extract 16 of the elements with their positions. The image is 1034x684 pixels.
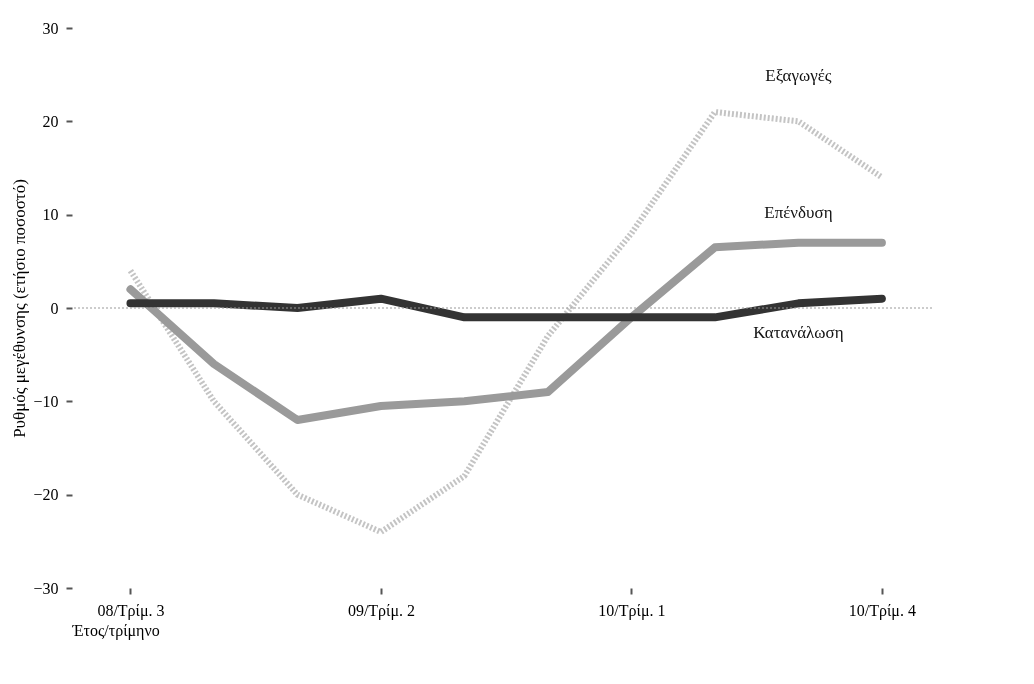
series-label: Εξαγωγές — [765, 66, 832, 86]
y-tick-label: −20 — [33, 486, 59, 504]
y-tick-label: −30 — [33, 579, 59, 597]
series-label: Κατανάλωση — [753, 323, 844, 343]
x-tick-label: 09/Τρίμ. 2 — [347, 601, 415, 620]
y-tick-label: 30 — [42, 19, 59, 37]
x-axis-title: Έτος/τρίμηνο — [71, 621, 160, 640]
x-tick-label: 10/Τρίμ. 4 — [848, 601, 916, 620]
y-tick-label: 0 — [50, 299, 59, 317]
y-tick-label: 20 — [42, 112, 59, 130]
x-tick-label: 08/Τρίμ. 3 — [97, 601, 165, 620]
y-tick-label: 10 — [42, 206, 59, 224]
y-axis-title: Ρυθμός μεγέθυνσης (ετήσιο ποσοστό) — [10, 179, 30, 438]
y-tick-label: −10 — [33, 392, 59, 410]
series-label: Επένδυση — [764, 202, 833, 222]
x-tick-label: 10/Τρίμ. 1 — [598, 601, 666, 620]
